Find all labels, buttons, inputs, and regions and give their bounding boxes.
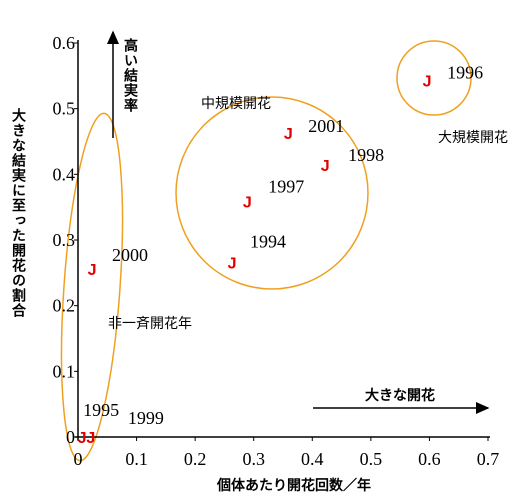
x-axis-label: 個体あたり開花回数／年 xyxy=(216,477,371,494)
x-tick-label: 0.1 xyxy=(125,449,148,469)
y-tick-label: 0.2 xyxy=(53,296,76,316)
irregular-group-outline xyxy=(60,112,124,462)
y-tick-label: 0.6 xyxy=(53,33,76,53)
annotation: 非一斉開花年 xyxy=(108,316,192,332)
annotation: 中規模開花 xyxy=(201,96,271,112)
point-marker: J xyxy=(228,255,237,272)
point-label: 1994 xyxy=(250,231,286,251)
y-tick-label: 0.5 xyxy=(53,99,76,119)
point-label: 1998 xyxy=(348,145,384,165)
point-label: 1999 xyxy=(128,408,164,428)
x-tick-label: 0.4 xyxy=(301,449,324,469)
mid-group-outline xyxy=(175,96,369,290)
group-outlines xyxy=(60,40,472,462)
y-tick-label: 0 xyxy=(66,427,75,447)
y-axis-label: 大きな結実に至った開花の割合 xyxy=(10,107,26,318)
point-marker: J xyxy=(284,126,293,143)
x-tick-label: 0.7 xyxy=(477,449,500,469)
annotation: 高い結実率 xyxy=(122,37,138,113)
x-tick-label: 0.5 xyxy=(360,449,383,469)
point-label: 2001 xyxy=(308,116,344,136)
point-marker: J xyxy=(243,194,252,211)
annotation: 大規模開花 xyxy=(438,130,508,146)
large-group-outline xyxy=(396,40,472,116)
point-marker: J xyxy=(423,73,432,90)
y-tick-label: 0.3 xyxy=(53,230,76,250)
y-tick-label: 0.4 xyxy=(53,164,76,184)
y-tick-label: 0.1 xyxy=(53,361,76,381)
x-tick-label: 0.3 xyxy=(242,449,265,469)
point-label: 2000 xyxy=(112,245,148,265)
x-tick-label: 0.2 xyxy=(184,449,207,469)
point-label: 1997 xyxy=(268,176,304,196)
annotation: 大きな開花 xyxy=(365,387,435,404)
point-marker: J xyxy=(78,430,87,447)
point-marker: J xyxy=(321,158,330,175)
x-tick-label: 0.6 xyxy=(418,449,441,469)
point-label: 1996 xyxy=(447,62,483,82)
x-tick-label: 0 xyxy=(74,449,83,469)
point-marker: J xyxy=(86,430,95,447)
point-label: 1995 xyxy=(83,400,119,420)
point-marker: J xyxy=(88,262,97,279)
